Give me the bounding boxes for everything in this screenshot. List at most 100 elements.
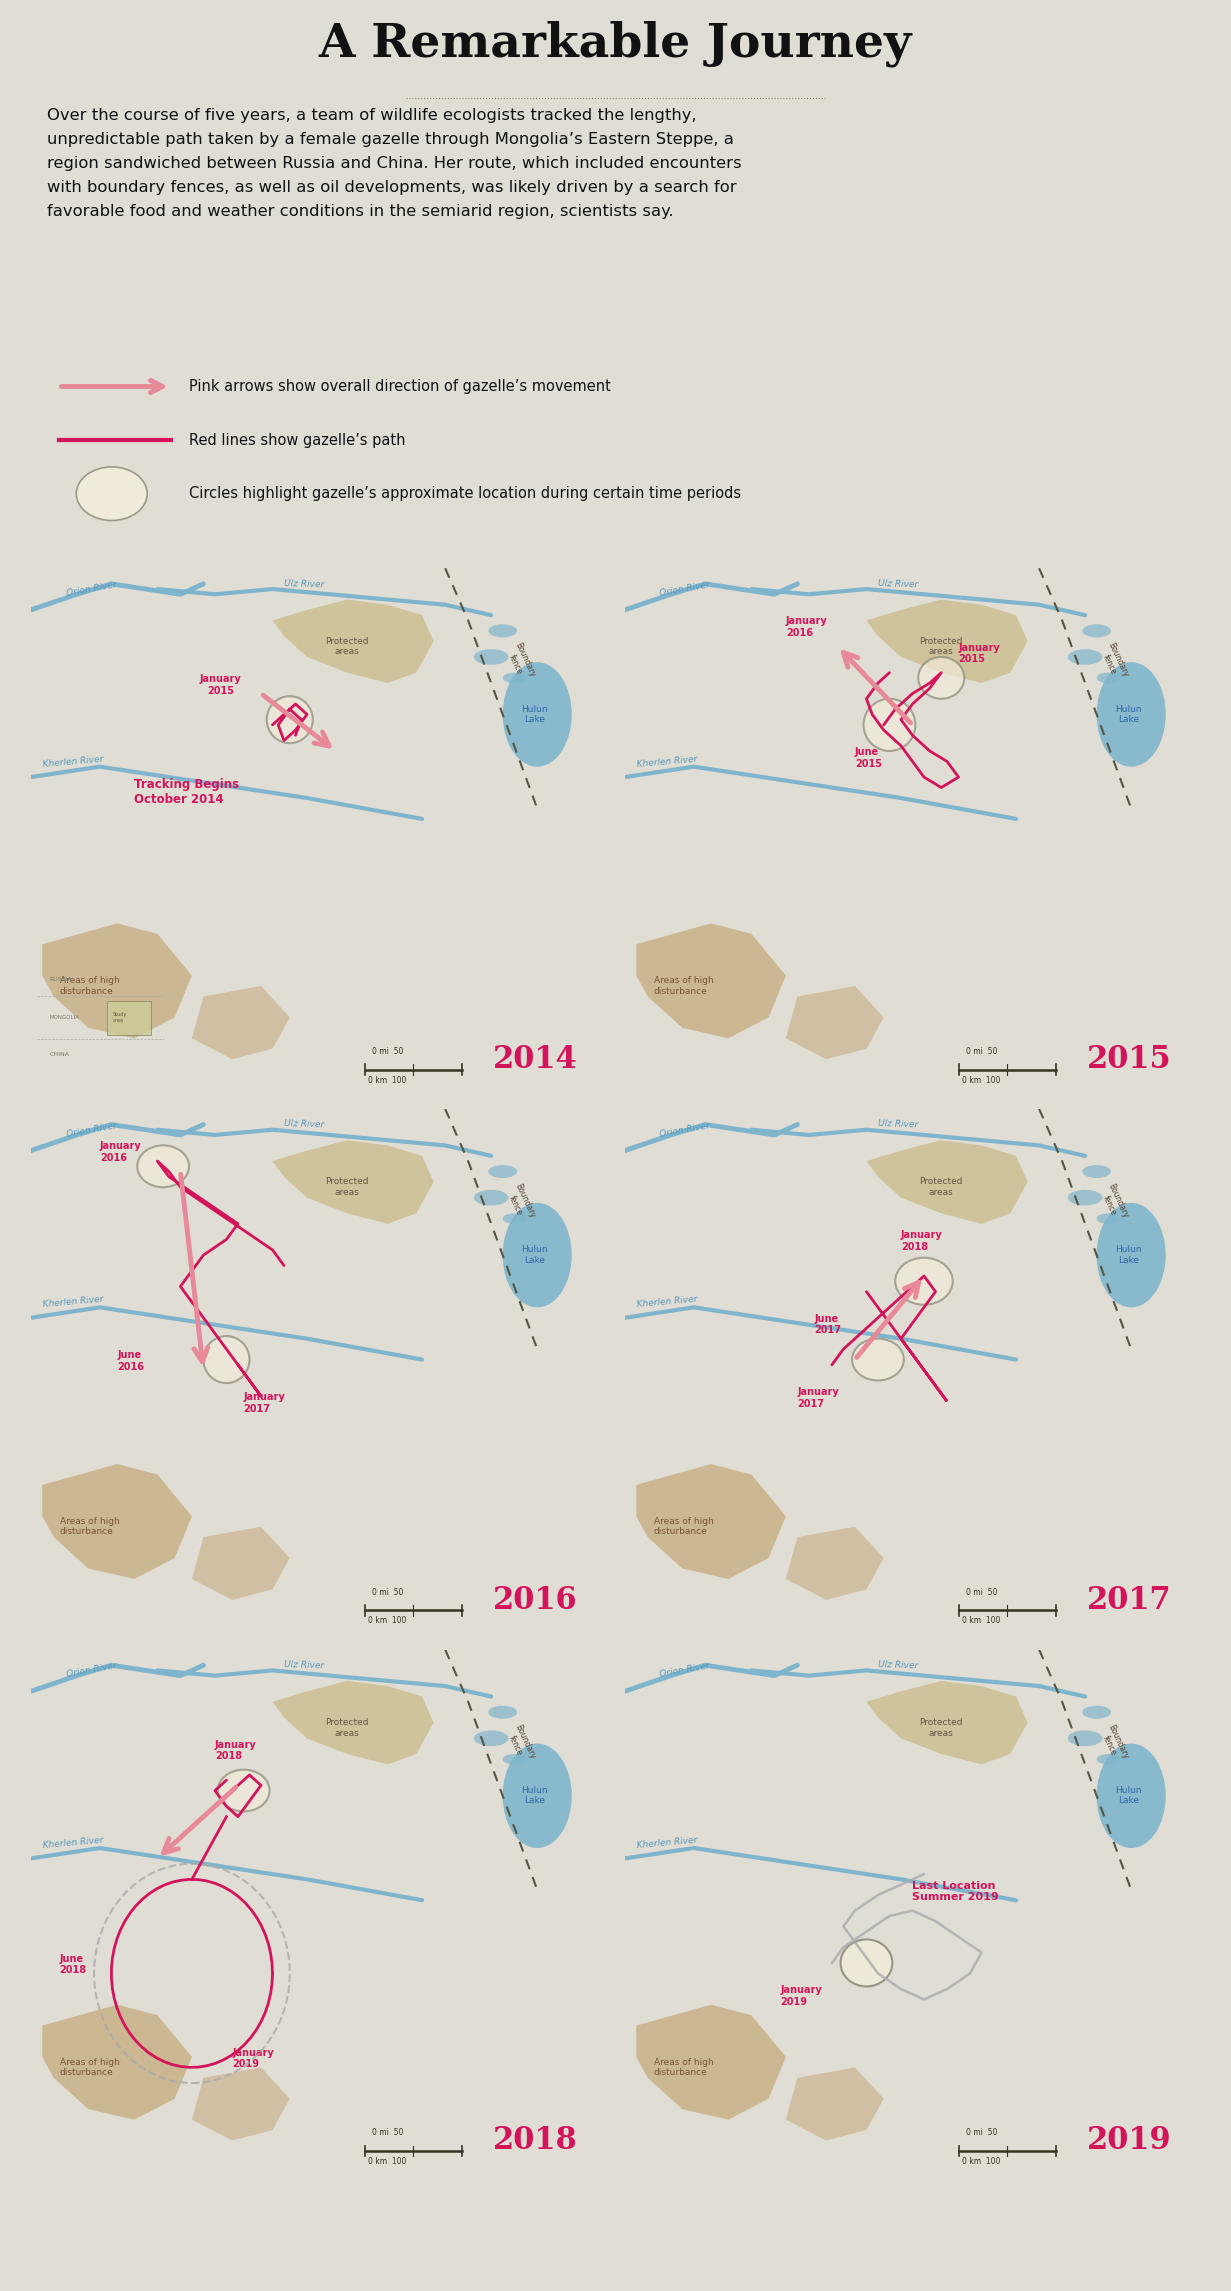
Text: Hulun
Lake: Hulun Lake: [521, 1246, 548, 1265]
Text: Orion River: Orion River: [65, 1120, 117, 1139]
Text: Protected
areas: Protected areas: [325, 637, 369, 655]
Polygon shape: [636, 1464, 785, 1578]
Ellipse shape: [852, 1338, 904, 1381]
Polygon shape: [636, 923, 785, 1038]
Text: January
2017: January 2017: [798, 1386, 840, 1409]
Text: Areas of high
disturbance: Areas of high disturbance: [59, 2057, 119, 2078]
Ellipse shape: [895, 1258, 953, 1306]
Text: 0 mi  50: 0 mi 50: [966, 2128, 997, 2138]
Polygon shape: [785, 985, 884, 1058]
Text: Protected
areas: Protected areas: [920, 1178, 963, 1196]
Text: 2016: 2016: [492, 1585, 577, 1615]
Polygon shape: [192, 2066, 289, 2140]
Text: Boundary
fence: Boundary fence: [503, 641, 537, 683]
Text: Ulz River: Ulz River: [878, 1661, 918, 1670]
Ellipse shape: [1082, 625, 1112, 637]
Text: June
2016: June 2016: [117, 1349, 144, 1372]
Text: Kherlen River: Kherlen River: [636, 754, 698, 767]
Text: Orion River: Orion River: [65, 580, 117, 598]
Ellipse shape: [502, 1743, 571, 1849]
Polygon shape: [785, 2066, 884, 2140]
Text: Kherlen River: Kherlen River: [42, 1835, 103, 1849]
Ellipse shape: [489, 1707, 517, 1718]
Polygon shape: [867, 1682, 1028, 1764]
Text: Areas of high
disturbance: Areas of high disturbance: [654, 1517, 713, 1537]
Text: Study
area: Study area: [113, 1013, 127, 1022]
Ellipse shape: [489, 625, 517, 637]
Text: January
2019: January 2019: [233, 2048, 275, 2069]
Polygon shape: [636, 2005, 785, 2119]
Text: June
2017: June 2017: [815, 1313, 842, 1336]
Text: Red lines show gazelle’s path: Red lines show gazelle’s path: [188, 433, 405, 447]
Ellipse shape: [267, 696, 313, 742]
Text: Hulun
Lake: Hulun Lake: [1115, 1246, 1141, 1265]
Text: Orion River: Orion River: [660, 1661, 712, 1679]
Polygon shape: [785, 1526, 884, 1599]
Text: Kherlen River: Kherlen River: [42, 754, 103, 767]
Text: Protected
areas: Protected areas: [325, 1718, 369, 1737]
Ellipse shape: [474, 648, 508, 664]
Bar: [107, 1001, 151, 1036]
Text: CHINA: CHINA: [49, 1052, 70, 1056]
Text: Hulun
Lake: Hulun Lake: [521, 706, 548, 724]
Text: 2017: 2017: [1087, 1585, 1172, 1615]
Ellipse shape: [864, 699, 916, 751]
Ellipse shape: [1097, 662, 1166, 767]
Text: 0 km  100: 0 km 100: [963, 2158, 1001, 2165]
Polygon shape: [272, 600, 433, 683]
Polygon shape: [42, 923, 192, 1038]
Polygon shape: [42, 1464, 192, 1578]
Ellipse shape: [1082, 1707, 1112, 1718]
Text: Ulz River: Ulz River: [878, 580, 918, 589]
Text: 0 mi  50: 0 mi 50: [372, 1047, 404, 1056]
Text: 0 km  100: 0 km 100: [963, 1077, 1001, 1084]
Text: 0 mi  50: 0 mi 50: [372, 2128, 404, 2138]
Text: 2015: 2015: [1087, 1045, 1172, 1074]
Text: A Remarkable Journey: A Remarkable Journey: [319, 21, 912, 66]
Text: Hulun
Lake: Hulun Lake: [1115, 706, 1141, 724]
Text: January
2017: January 2017: [244, 1393, 286, 1414]
Text: 0 km  100: 0 km 100: [368, 1077, 406, 1084]
Polygon shape: [867, 1141, 1028, 1223]
Text: 0 mi  50: 0 mi 50: [966, 1588, 997, 1597]
Text: Kherlen River: Kherlen River: [42, 1294, 103, 1308]
Text: Boundary
fence: Boundary fence: [1097, 1182, 1130, 1223]
Ellipse shape: [841, 1940, 892, 1986]
Text: Areas of high
disturbance: Areas of high disturbance: [654, 976, 713, 997]
Ellipse shape: [1067, 1730, 1103, 1746]
Text: 0 km  100: 0 km 100: [368, 1617, 406, 1624]
Text: 2019: 2019: [1087, 2126, 1172, 2156]
Text: June
2018: June 2018: [59, 1954, 86, 1975]
Text: Hulun
Lake: Hulun Lake: [1115, 1787, 1141, 1805]
Ellipse shape: [76, 467, 148, 520]
Text: 0 km  100: 0 km 100: [963, 1617, 1001, 1624]
Text: Ulz River: Ulz River: [284, 580, 325, 589]
Ellipse shape: [502, 1214, 526, 1223]
Text: RUSSIA: RUSSIA: [49, 978, 73, 983]
Text: Hulun
Lake: Hulun Lake: [521, 1787, 548, 1805]
Text: Ulz River: Ulz River: [284, 1120, 325, 1129]
Text: Boundary
fence: Boundary fence: [1097, 641, 1130, 683]
Text: January
2019: January 2019: [780, 1984, 822, 2007]
Ellipse shape: [1082, 1166, 1112, 1178]
Polygon shape: [272, 1682, 433, 1764]
Ellipse shape: [1067, 648, 1103, 664]
Text: Last Location
Summer 2019: Last Location Summer 2019: [912, 1881, 1000, 1902]
Text: January
2016: January 2016: [100, 1141, 142, 1164]
Text: Boundary
fence: Boundary fence: [503, 1182, 537, 1223]
Text: Kherlen River: Kherlen River: [636, 1294, 698, 1308]
Text: Ulz River: Ulz River: [284, 1661, 325, 1670]
Text: Orion River: Orion River: [660, 580, 712, 598]
Text: Tracking Begins
October 2014: Tracking Begins October 2014: [134, 779, 240, 806]
Ellipse shape: [502, 674, 526, 683]
Text: January
2018: January 2018: [901, 1230, 943, 1251]
Text: Protected
areas: Protected areas: [325, 1178, 369, 1196]
Ellipse shape: [1097, 1743, 1166, 1849]
Polygon shape: [192, 1526, 289, 1599]
Polygon shape: [867, 600, 1028, 683]
Text: Pink arrows show overall direction of gazelle’s movement: Pink arrows show overall direction of ga…: [188, 378, 611, 394]
Ellipse shape: [1097, 1755, 1120, 1764]
Ellipse shape: [137, 1146, 190, 1187]
Text: Areas of high
disturbance: Areas of high disturbance: [59, 976, 119, 997]
Ellipse shape: [474, 1189, 508, 1205]
